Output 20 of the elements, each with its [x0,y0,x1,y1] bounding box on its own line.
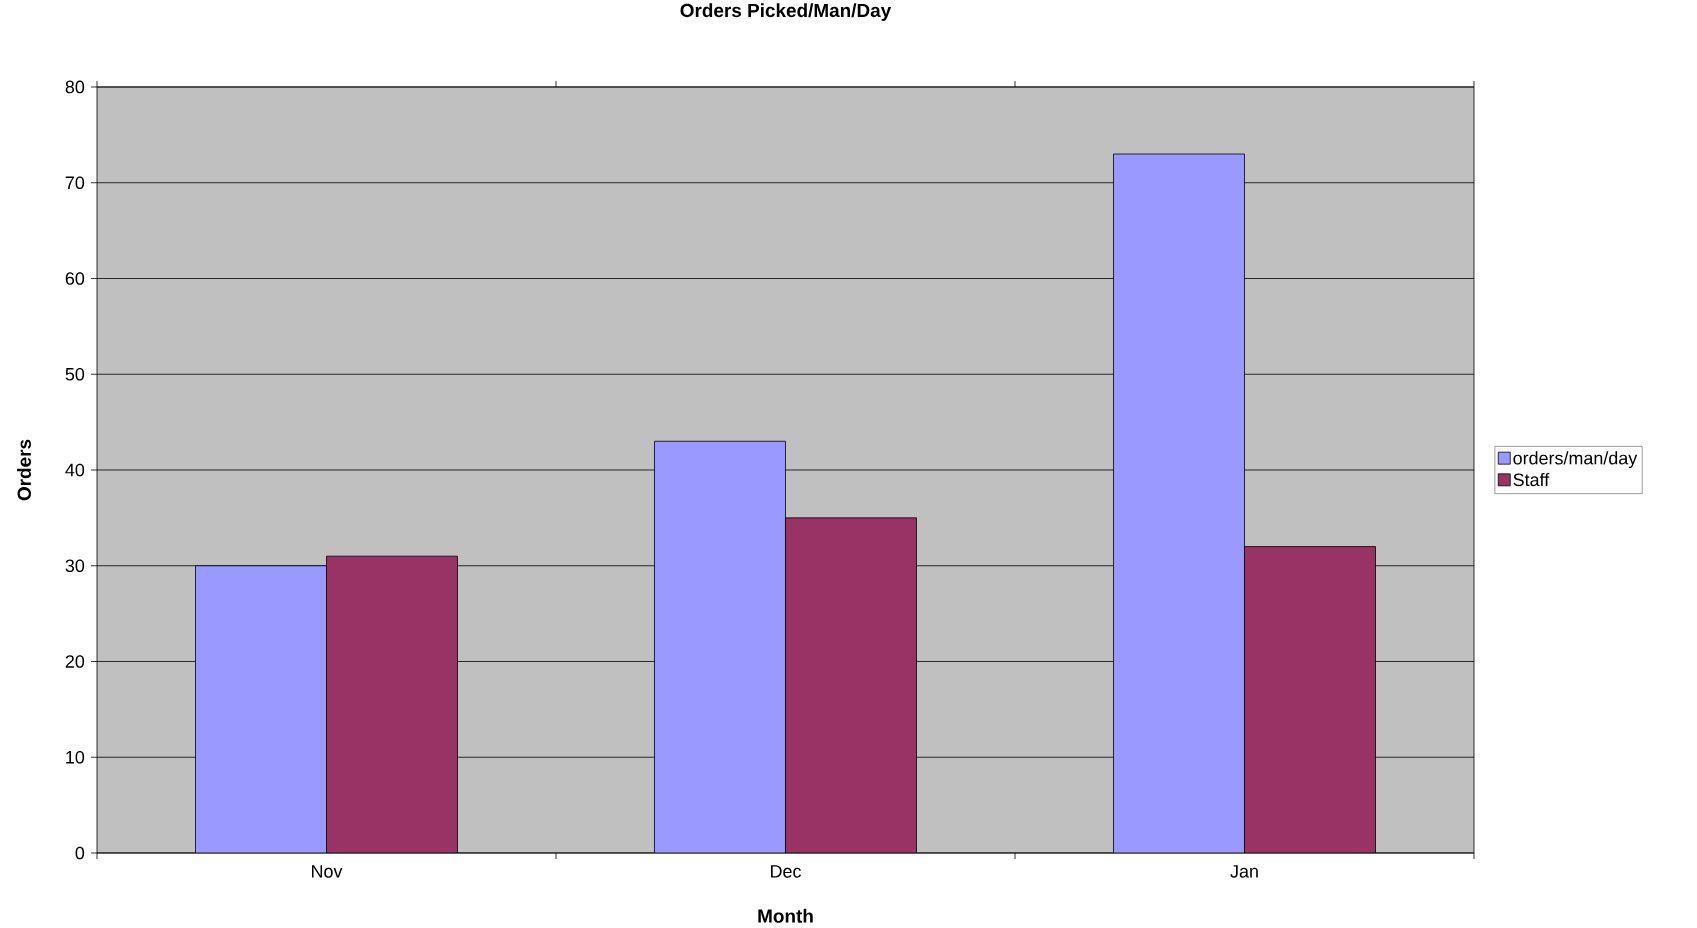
y-tick-label: 60 [65,272,85,285]
x-tick-label: Dec [771,865,801,878]
legend-label: orders/man/day [1513,451,1638,469]
bar [654,440,786,853]
y-axis-title: Orders [17,439,31,501]
y-tick-label: 80 [65,80,85,94]
y-tick-label: 40 [65,463,85,477]
y-tick-label: 10 [66,750,85,764]
x-tick-label: Nov [312,865,343,878]
x-tick-label: Jan [1230,865,1258,878]
y-tick-label: 50 [65,367,85,381]
y-tick-label: 30 [65,559,85,573]
y-tick-label: 20 [65,655,85,668]
y-tick-label: 0 [75,846,85,860]
bar [195,565,327,853]
y-tick-label: 70 [65,176,85,190]
x-axis-title: Month [758,908,813,923]
legend-label: Staff [1513,472,1550,487]
chart-title: Orders Picked/Man/Day [680,3,892,21]
bar [1113,153,1245,853]
